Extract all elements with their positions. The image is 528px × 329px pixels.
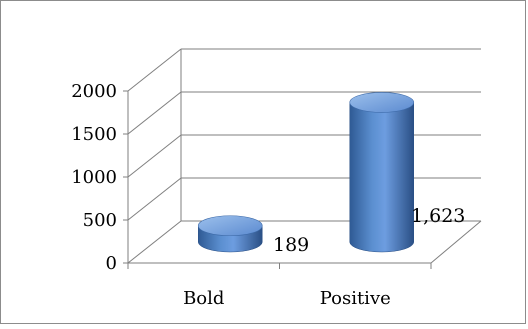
y-tick-label: 0 <box>106 253 117 274</box>
gridline <box>127 177 481 221</box>
bars <box>197 92 415 253</box>
gridline <box>127 134 481 178</box>
x-tick-label: Positive <box>320 288 391 309</box>
y-tick-label: 1500 <box>71 124 117 145</box>
gridline <box>127 91 481 135</box>
data-label: 1,623 <box>411 205 465 227</box>
y-axis-tick-labels: 0 500 1000 1500 2000 <box>71 81 117 274</box>
y-tick-label: 500 <box>83 210 117 231</box>
bar <box>349 92 415 253</box>
x-tick-label: Bold <box>183 288 224 309</box>
data-labels: 189 1,623 <box>273 205 465 256</box>
bar <box>197 215 263 253</box>
y-tick-label: 1000 <box>71 167 117 188</box>
y-tick-label: 2000 <box>71 81 117 102</box>
data-label: 189 <box>273 234 309 256</box>
axes <box>123 49 482 269</box>
gridline <box>127 48 481 92</box>
x-axis-category-labels: Bold Positive <box>183 288 391 309</box>
